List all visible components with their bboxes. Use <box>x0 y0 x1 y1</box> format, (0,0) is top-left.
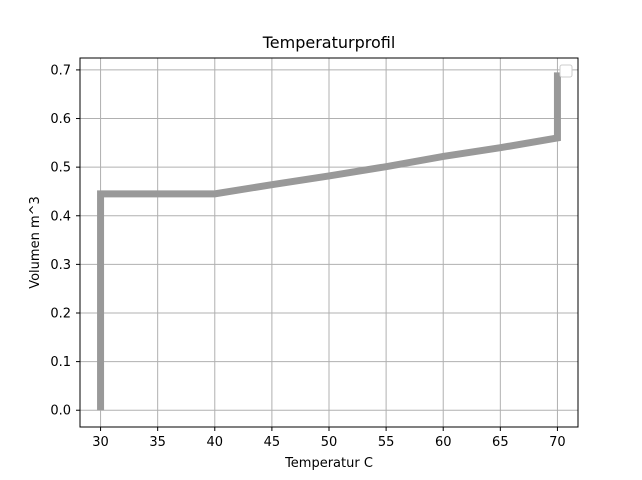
series-group <box>97 72 561 411</box>
chart-title: Temperaturprofil <box>262 33 396 52</box>
ticks: 30 35 40 45 50 55 60 65 70 0.0 0.1 0.2 0.3 0.4 0.5 0.6 0… <box>50 63 565 450</box>
y-axis-label: Volumen m^3 <box>28 196 43 289</box>
x-tick-label: 60 <box>435 435 452 450</box>
y-tick-label: 0.1 <box>50 355 71 370</box>
legend-box <box>559 64 573 78</box>
x-tick-label: 45 <box>264 435 281 450</box>
x-tick-label: 50 <box>321 435 338 450</box>
x-tick-label: 55 <box>378 435 395 450</box>
x-tick-label: 40 <box>207 435 224 450</box>
x-tick-label: 70 <box>549 435 566 450</box>
y-tick-label: 0.3 <box>50 258 71 273</box>
y-tick-label: 0.6 <box>50 112 71 127</box>
x-tick-label: 65 <box>492 435 509 450</box>
y-tick-label: 0.4 <box>50 209 71 224</box>
y-tick-label: 0.0 <box>50 404 71 419</box>
x-tick-label: 35 <box>149 435 166 450</box>
y-tick-label: 0.2 <box>50 306 71 321</box>
series-line-0 <box>97 72 561 411</box>
y-tick-label: 0.5 <box>50 161 71 176</box>
x-axis-label: Temperatur C <box>284 456 373 471</box>
legend <box>559 64 573 78</box>
grid <box>80 58 578 427</box>
y-tick-label: 0.7 <box>50 63 71 78</box>
x-tick-label: 30 <box>92 435 109 450</box>
